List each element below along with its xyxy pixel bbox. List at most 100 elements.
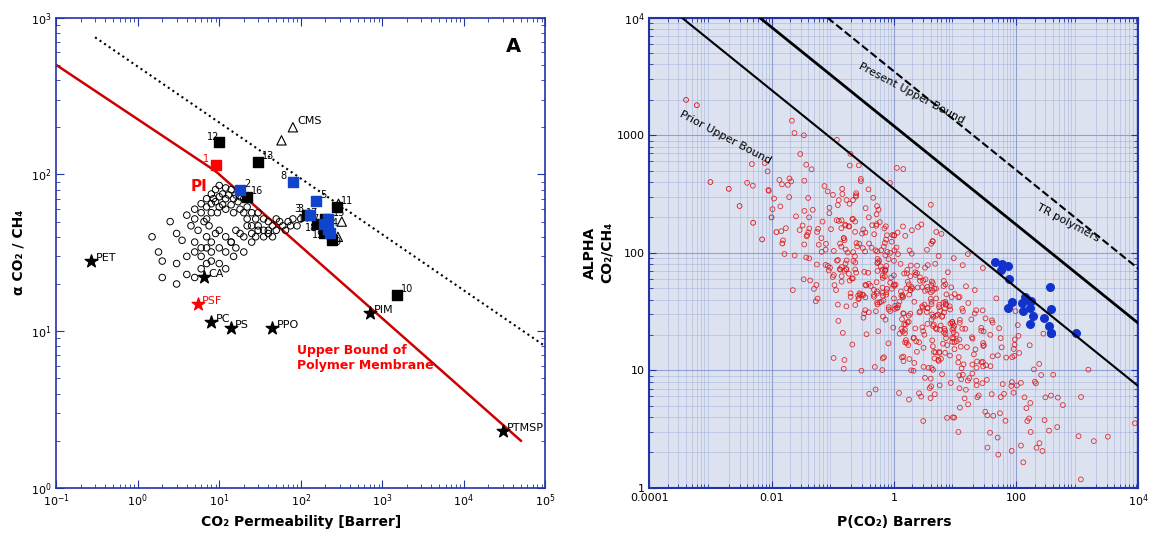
Point: [1003, 298, 1022, 306]
Point: [913, 283, 931, 292]
Point: [911, 307, 929, 316]
Point: [744, 219, 762, 227]
Point: [1021, 303, 1039, 312]
Point: [919, 320, 937, 328]
Point: [901, 366, 920, 375]
Point: [877, 222, 896, 231]
Point: [981, 362, 1000, 370]
Point: [249, 221, 268, 230]
Point: [902, 282, 921, 291]
Point: [927, 228, 945, 237]
Point: [827, 216, 846, 225]
Point: [797, 160, 815, 169]
Point: [941, 302, 959, 310]
Point: [919, 261, 937, 269]
Point: [824, 273, 842, 281]
Point: [1014, 458, 1032, 467]
Point: [949, 358, 967, 367]
Point: [267, 214, 285, 223]
Text: 10: 10: [401, 284, 413, 294]
Point: [945, 413, 964, 422]
Point: [867, 246, 885, 255]
Point: [782, 177, 800, 186]
Point: [288, 221, 306, 230]
Point: [919, 304, 937, 313]
Point: [321, 229, 340, 238]
Point: [906, 271, 925, 279]
Point: [929, 252, 948, 260]
Point: [200, 221, 218, 230]
Point: [915, 300, 934, 309]
Point: [798, 231, 817, 239]
Point: [991, 409, 1009, 417]
Point: [238, 221, 256, 230]
Point: [197, 259, 216, 268]
Point: [938, 341, 957, 349]
Point: [993, 260, 1012, 268]
Point: [948, 330, 966, 339]
Point: [897, 284, 915, 293]
Point: [850, 239, 869, 248]
Point: [868, 220, 886, 228]
Point: [226, 191, 245, 199]
Point: [915, 330, 934, 339]
Point: [1072, 475, 1090, 484]
Point: [884, 323, 902, 332]
Point: [912, 392, 930, 401]
Point: [208, 208, 226, 217]
Point: [1023, 312, 1042, 320]
Point: [229, 197, 247, 206]
Point: [834, 328, 853, 337]
Point: [954, 305, 972, 313]
Point: [913, 323, 931, 332]
Point: [958, 343, 977, 352]
Point: [949, 353, 967, 361]
Point: [901, 309, 920, 318]
Point: [799, 194, 818, 202]
Point: [902, 226, 921, 234]
Point: [860, 308, 878, 316]
Point: [1005, 345, 1023, 353]
Point: [934, 282, 952, 291]
Point: [862, 244, 880, 252]
Point: [943, 338, 962, 346]
Point: [901, 286, 920, 294]
Text: 11: 11: [341, 196, 354, 206]
Point: [893, 292, 912, 301]
Point: [876, 239, 894, 247]
Point: [167, 259, 186, 268]
Point: [307, 197, 326, 205]
Point: [1006, 335, 1024, 344]
Point: [1070, 432, 1088, 441]
Point: [795, 275, 813, 284]
Point: [1005, 352, 1023, 360]
Point: [836, 221, 855, 230]
Point: [676, 96, 695, 104]
X-axis label: CO₂ Permeability [Barrer]: CO₂ Permeability [Barrer]: [201, 515, 401, 529]
Point: [328, 202, 347, 211]
Point: [850, 289, 869, 298]
Point: [906, 268, 925, 276]
Point: [1072, 393, 1090, 401]
Point: [809, 225, 827, 233]
Point: [1030, 439, 1049, 448]
Point: [893, 315, 912, 323]
Point: [860, 185, 878, 194]
Text: PC: PC: [216, 314, 230, 323]
Point: [883, 231, 901, 239]
Point: [738, 179, 756, 187]
Point: [807, 260, 826, 269]
Point: [781, 174, 799, 183]
Point: [930, 326, 949, 334]
Point: [867, 385, 885, 394]
Point: [795, 240, 813, 249]
Point: [834, 364, 853, 373]
Point: [817, 239, 835, 248]
Point: [197, 244, 216, 252]
Point: [873, 271, 892, 280]
Point: [913, 302, 931, 310]
Point: [217, 205, 235, 213]
Point: [972, 323, 991, 332]
Point: [862, 282, 880, 291]
Point: [841, 161, 860, 170]
